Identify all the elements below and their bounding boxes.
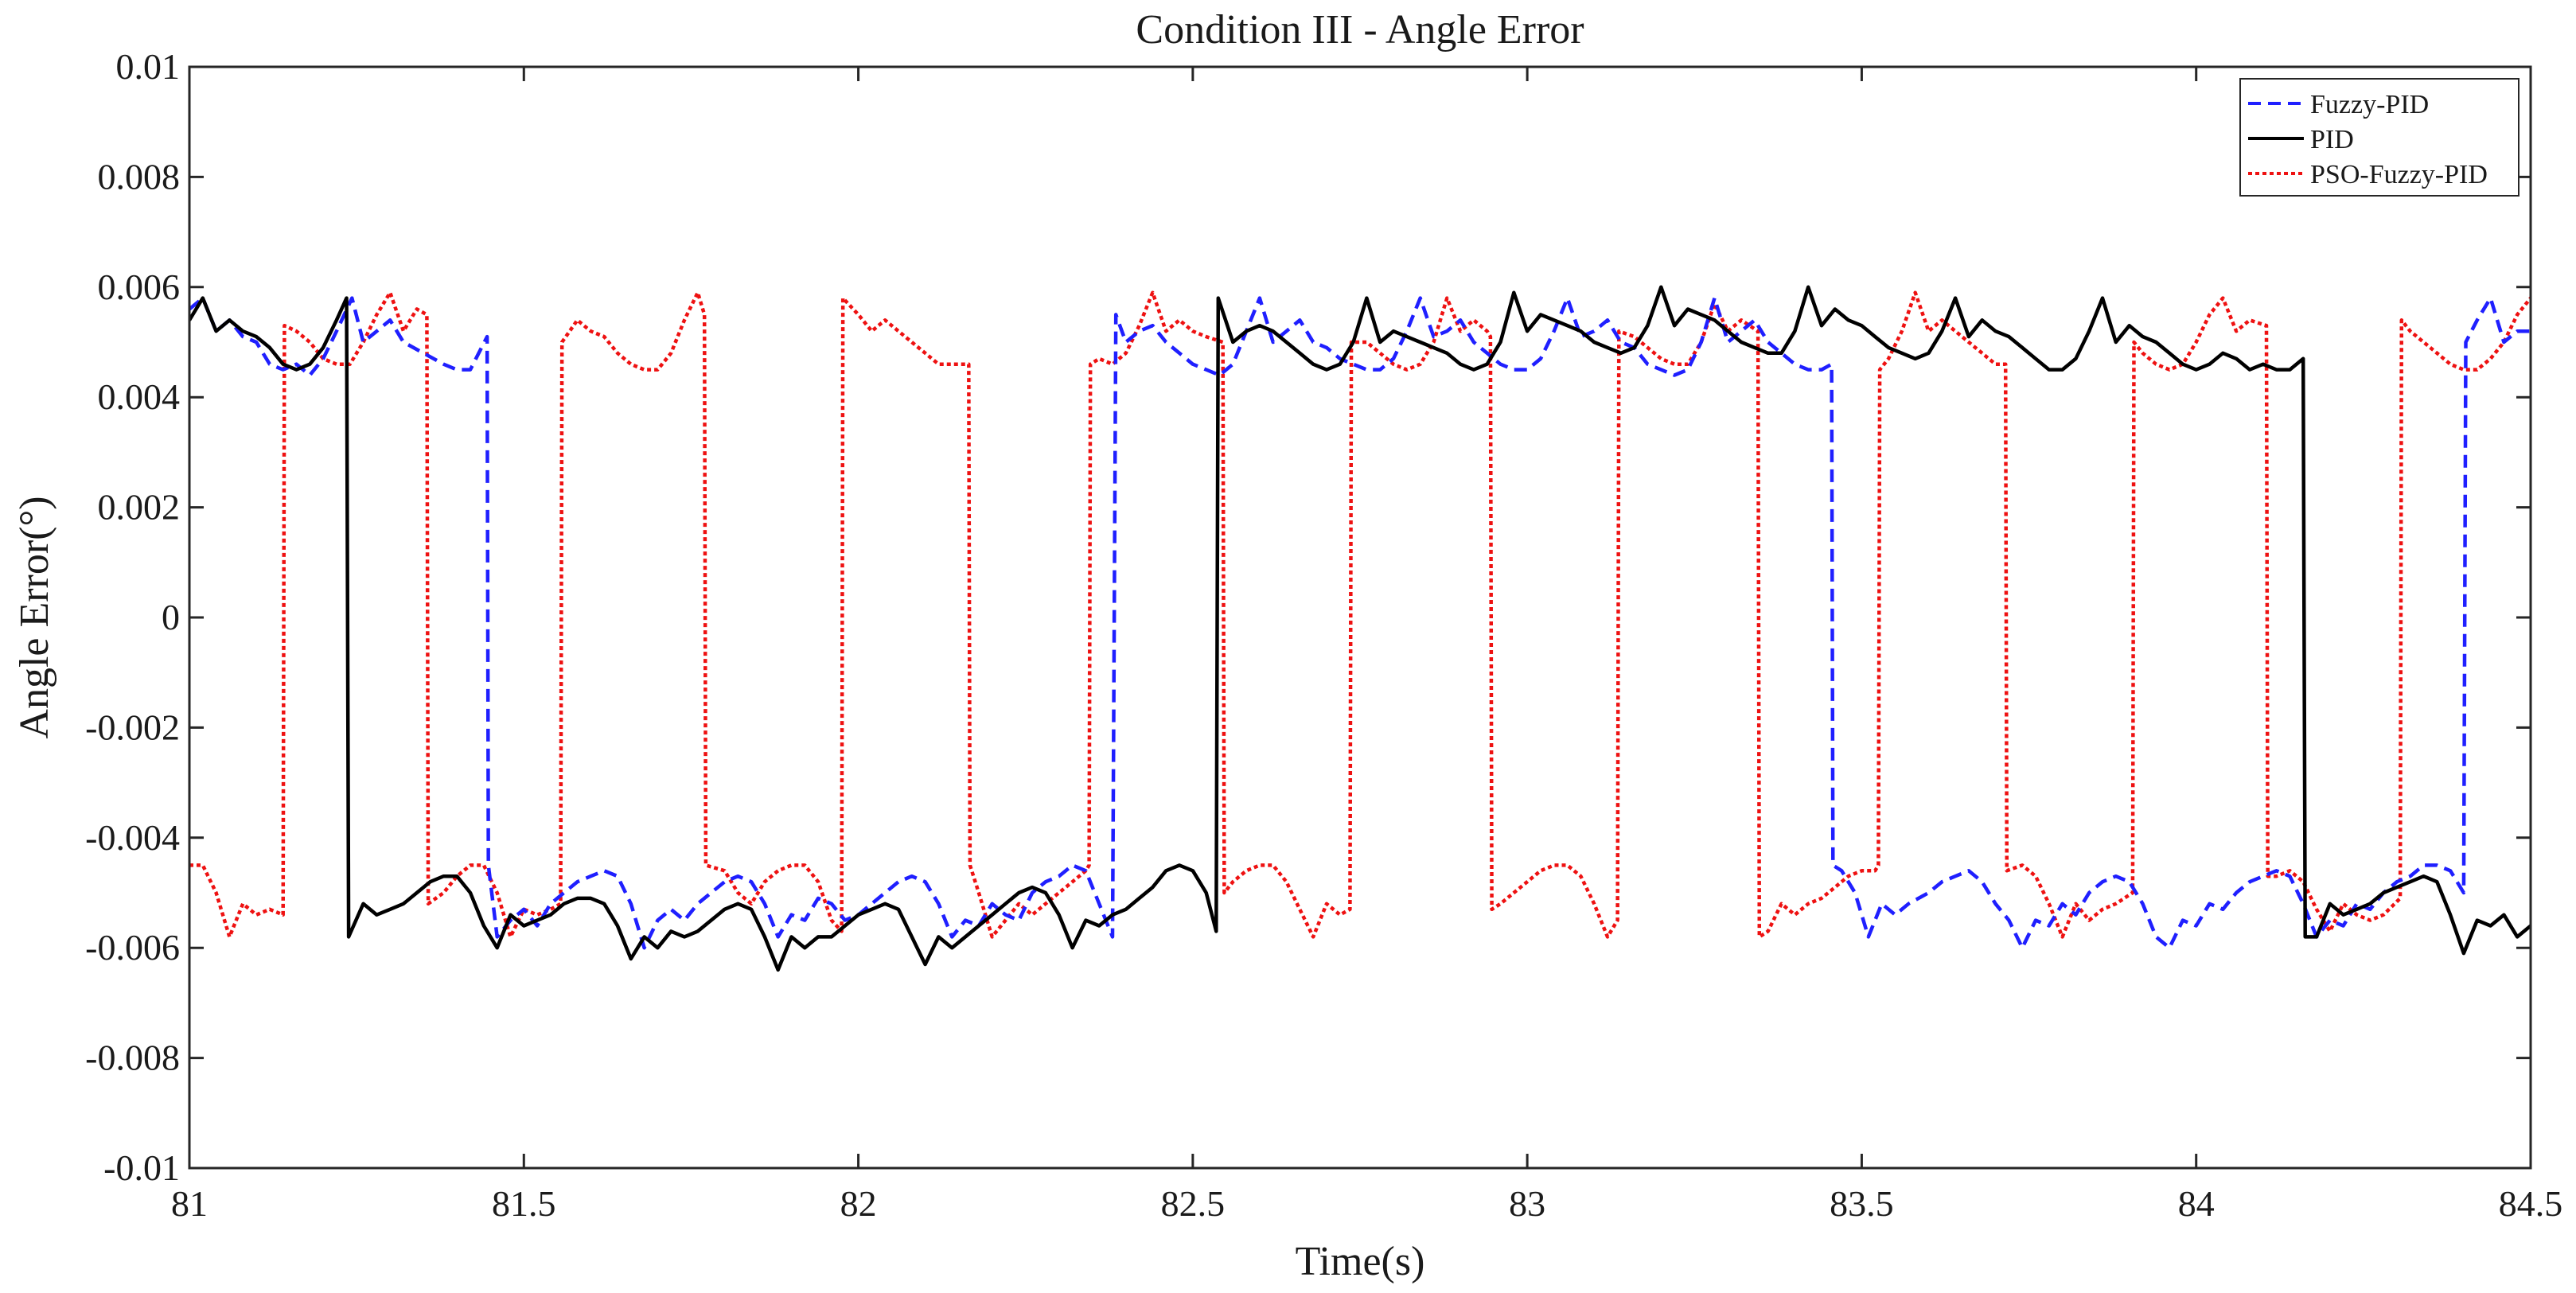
series-line-pso-fuzzy-pid (189, 290, 2531, 939)
y-tick-label: 0 (162, 597, 180, 637)
x-axis-label: Time(s) (1296, 1239, 1425, 1284)
y-tick-label: -0.004 (85, 817, 180, 858)
y-tick-label: -0.006 (85, 927, 180, 968)
x-tick-label: 81.5 (492, 1183, 556, 1224)
chart-title: Condition III - Angle Error (1136, 7, 1584, 53)
legend-label-pso-fuzzy-pid: PSO-Fuzzy-PID (2310, 160, 2488, 189)
x-tick-label: 83 (1509, 1183, 1545, 1224)
x-tick-label: 83.5 (1830, 1183, 1894, 1224)
legend-label-pid: PID (2310, 125, 2354, 154)
series-line-pid (189, 285, 2531, 972)
y-tick-label: -0.008 (85, 1038, 180, 1078)
legend-label-fuzzy-pid: Fuzzy-PID (2310, 90, 2429, 119)
x-tick-label: 82.5 (1161, 1183, 1226, 1224)
y-axis: 0.01 0.008 0.006 0.004 0.002 0 -0.002 -0.004 -0.… (85, 46, 2531, 1188)
x-tick-label: 81 (171, 1183, 208, 1224)
y-tick-label: -0.01 (103, 1147, 180, 1188)
x-tick-label: 82 (840, 1183, 877, 1224)
y-axis-label: Angle Error(°) (12, 496, 57, 738)
x-axis: 81 81.5 82 82.5 83 83.5 84 84.5 (171, 67, 2562, 1224)
series-line-fuzzy-pid (189, 296, 2531, 950)
x-tick-label: 84.5 (2499, 1183, 2563, 1224)
y-tick-label: 0.004 (98, 376, 181, 417)
y-tick-label: 0.01 (116, 46, 181, 87)
series-layer (189, 285, 2531, 972)
y-tick-label: 0.008 (98, 156, 181, 197)
y-tick-label: 0.002 (98, 487, 181, 528)
x-tick-label: 84 (2178, 1183, 2215, 1224)
y-tick-label: -0.002 (85, 707, 180, 747)
legend: Fuzzy-PID PID PSO-Fuzzy-PID (2239, 78, 2519, 197)
y-tick-label: 0.006 (98, 267, 181, 307)
